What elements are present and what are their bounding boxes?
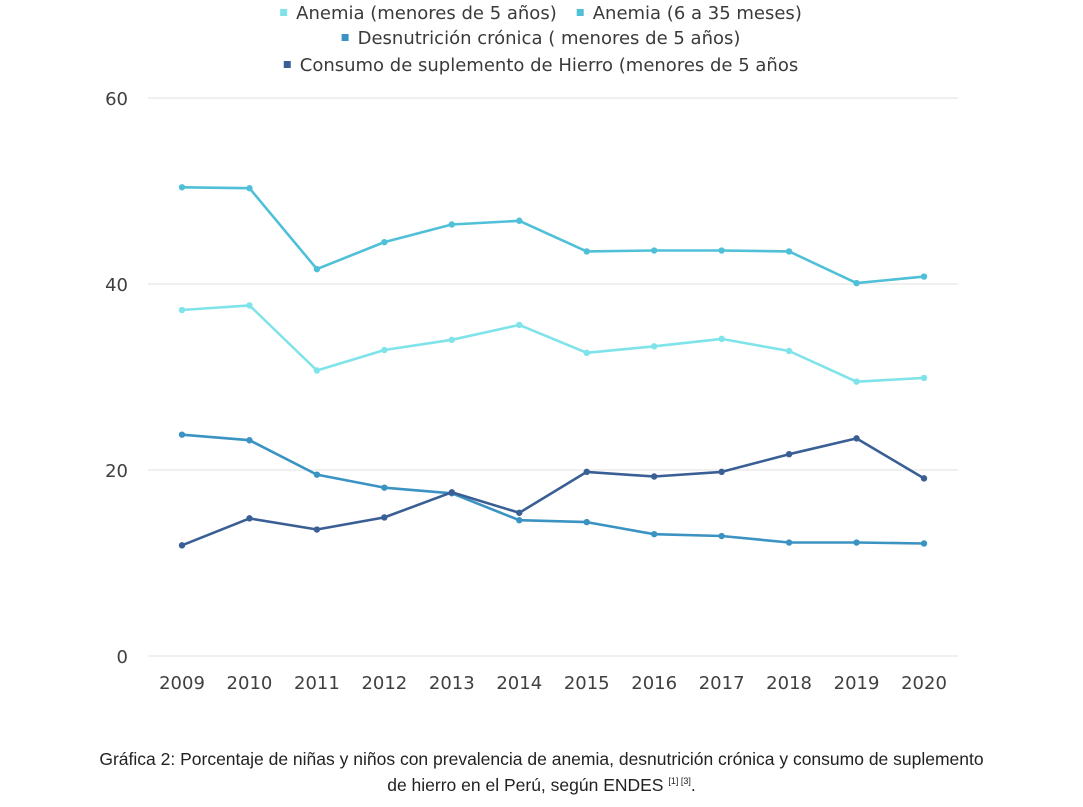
x-tick-label: 2013 xyxy=(429,673,475,694)
data-point xyxy=(381,514,388,521)
data-point xyxy=(853,435,860,442)
data-point xyxy=(313,526,321,533)
x-tick-label: 2010 xyxy=(227,673,273,694)
data-point xyxy=(381,484,388,491)
series-anemia-menores-de-5-anos xyxy=(178,302,928,385)
data-point xyxy=(178,306,186,314)
x-tick-label: 2020 xyxy=(901,673,947,694)
data-point xyxy=(516,517,523,524)
legend: Anemia (menores de 5 años) Anemia (6 a 35… xyxy=(280,3,802,76)
y-axis: 0 20 40 60 xyxy=(105,89,128,668)
y-tick-label: 40 xyxy=(105,275,128,296)
data-point xyxy=(178,431,186,438)
data-point xyxy=(718,247,725,254)
gridlines xyxy=(148,97,958,657)
data-point xyxy=(785,347,793,355)
legend-swatch xyxy=(283,61,291,68)
data-point xyxy=(178,184,186,191)
data-point xyxy=(920,374,928,382)
x-tick-label: 2016 xyxy=(631,673,677,694)
data-point xyxy=(246,185,253,192)
caption-line-2: de hierro en el Perú, según ENDES [1] [3… xyxy=(0,772,1083,798)
legend-row: Desnutrición crónica ( menores de 5 años… xyxy=(341,28,741,49)
caption-line-2-text: de hierro en el Perú, según ENDES xyxy=(387,775,664,795)
series-line xyxy=(181,186,925,285)
x-tick-label: 2019 xyxy=(834,673,880,694)
legend-swatch xyxy=(341,34,349,41)
data-point xyxy=(381,238,388,246)
data-point xyxy=(785,248,793,255)
data-point xyxy=(583,518,590,526)
legend-item: Anemia (menores de 5 años) xyxy=(280,3,557,24)
legend-row: Anemia (menores de 5 años) Anemia (6 a 35… xyxy=(280,3,802,24)
data-point xyxy=(178,542,186,549)
series-line xyxy=(181,304,925,384)
series-anemia-6-a-35-meses xyxy=(178,184,928,287)
data-point xyxy=(718,532,725,540)
data-point xyxy=(313,471,321,478)
data-point xyxy=(246,437,253,444)
data-point xyxy=(650,530,658,538)
legend-item: Anemia (6 a 35 meses) xyxy=(576,3,802,24)
legend-swatch xyxy=(576,9,584,16)
data-point xyxy=(853,378,860,385)
data-point xyxy=(920,475,928,482)
x-tick-label: 2009 xyxy=(159,673,205,694)
data-point xyxy=(448,489,456,496)
data-point xyxy=(583,248,590,255)
y-tick-label: 20 xyxy=(105,461,128,482)
data-point xyxy=(313,367,321,374)
data-point xyxy=(246,515,253,522)
legend-label: Anemia (6 a 35 meses) xyxy=(593,3,802,24)
data-point xyxy=(313,265,321,273)
y-tick-label: 0 xyxy=(117,647,128,668)
data-point xyxy=(516,509,523,516)
data-point xyxy=(583,349,590,357)
legend-label: Anemia (menores de 5 años) xyxy=(296,3,557,24)
x-tick-label: 2014 xyxy=(496,673,542,694)
data-point xyxy=(516,321,523,329)
legend-row: Consumo de suplemento de Hierro (menores… xyxy=(283,55,798,76)
data-point xyxy=(650,343,658,350)
data-point xyxy=(920,273,928,280)
data-point xyxy=(853,279,860,287)
legend-item: Desnutrición crónica ( menores de 5 años… xyxy=(341,28,741,49)
data-point xyxy=(718,468,725,476)
series-line xyxy=(181,433,925,545)
data-point xyxy=(246,302,253,309)
data-point xyxy=(920,540,928,547)
data-point xyxy=(381,346,388,354)
data-point xyxy=(448,221,456,228)
x-axis: 2009 2010 2011 2012 2013 2014 2015 2016 2017 2018… xyxy=(159,673,947,694)
legend-label: Desnutrición crónica ( menores de 5 años… xyxy=(358,28,741,49)
legend-label: Consumo de suplemento de Hierro (menores… xyxy=(300,55,798,76)
figure-caption: Gráfica 2: Porcentaje de niñas y niños c… xyxy=(0,746,1083,798)
caption-references: [1] [3] xyxy=(668,776,691,787)
data-point xyxy=(448,336,456,343)
data-point xyxy=(650,247,658,254)
legend-swatch xyxy=(280,9,288,16)
data-point xyxy=(853,539,860,546)
data-point xyxy=(516,217,523,224)
series-consumo-de-suplemento-de-hierro-menores-de-5-anos xyxy=(178,435,928,549)
caption-line-1: Gráfica 2: Porcentaje de niñas y niños c… xyxy=(99,749,984,769)
data-point xyxy=(785,450,793,458)
x-tick-label: 2017 xyxy=(699,673,745,694)
x-tick-label: 2012 xyxy=(361,673,407,694)
x-tick-label: 2018 xyxy=(766,673,812,694)
legend-item: Consumo de suplemento de Hierro (menores… xyxy=(283,55,798,76)
line-chart: Anemia (menores de 5 años) Anemia (6 a 35… xyxy=(105,3,958,694)
caption-end: . xyxy=(690,775,696,795)
x-tick-label: 2015 xyxy=(564,673,610,694)
x-tick-label: 2011 xyxy=(294,673,340,694)
data-point xyxy=(718,335,725,343)
series-group xyxy=(178,184,928,549)
series-line xyxy=(181,437,925,547)
data-point xyxy=(583,468,590,476)
data-point xyxy=(650,473,658,480)
data-point xyxy=(785,539,793,546)
y-tick-label: 60 xyxy=(105,89,128,110)
